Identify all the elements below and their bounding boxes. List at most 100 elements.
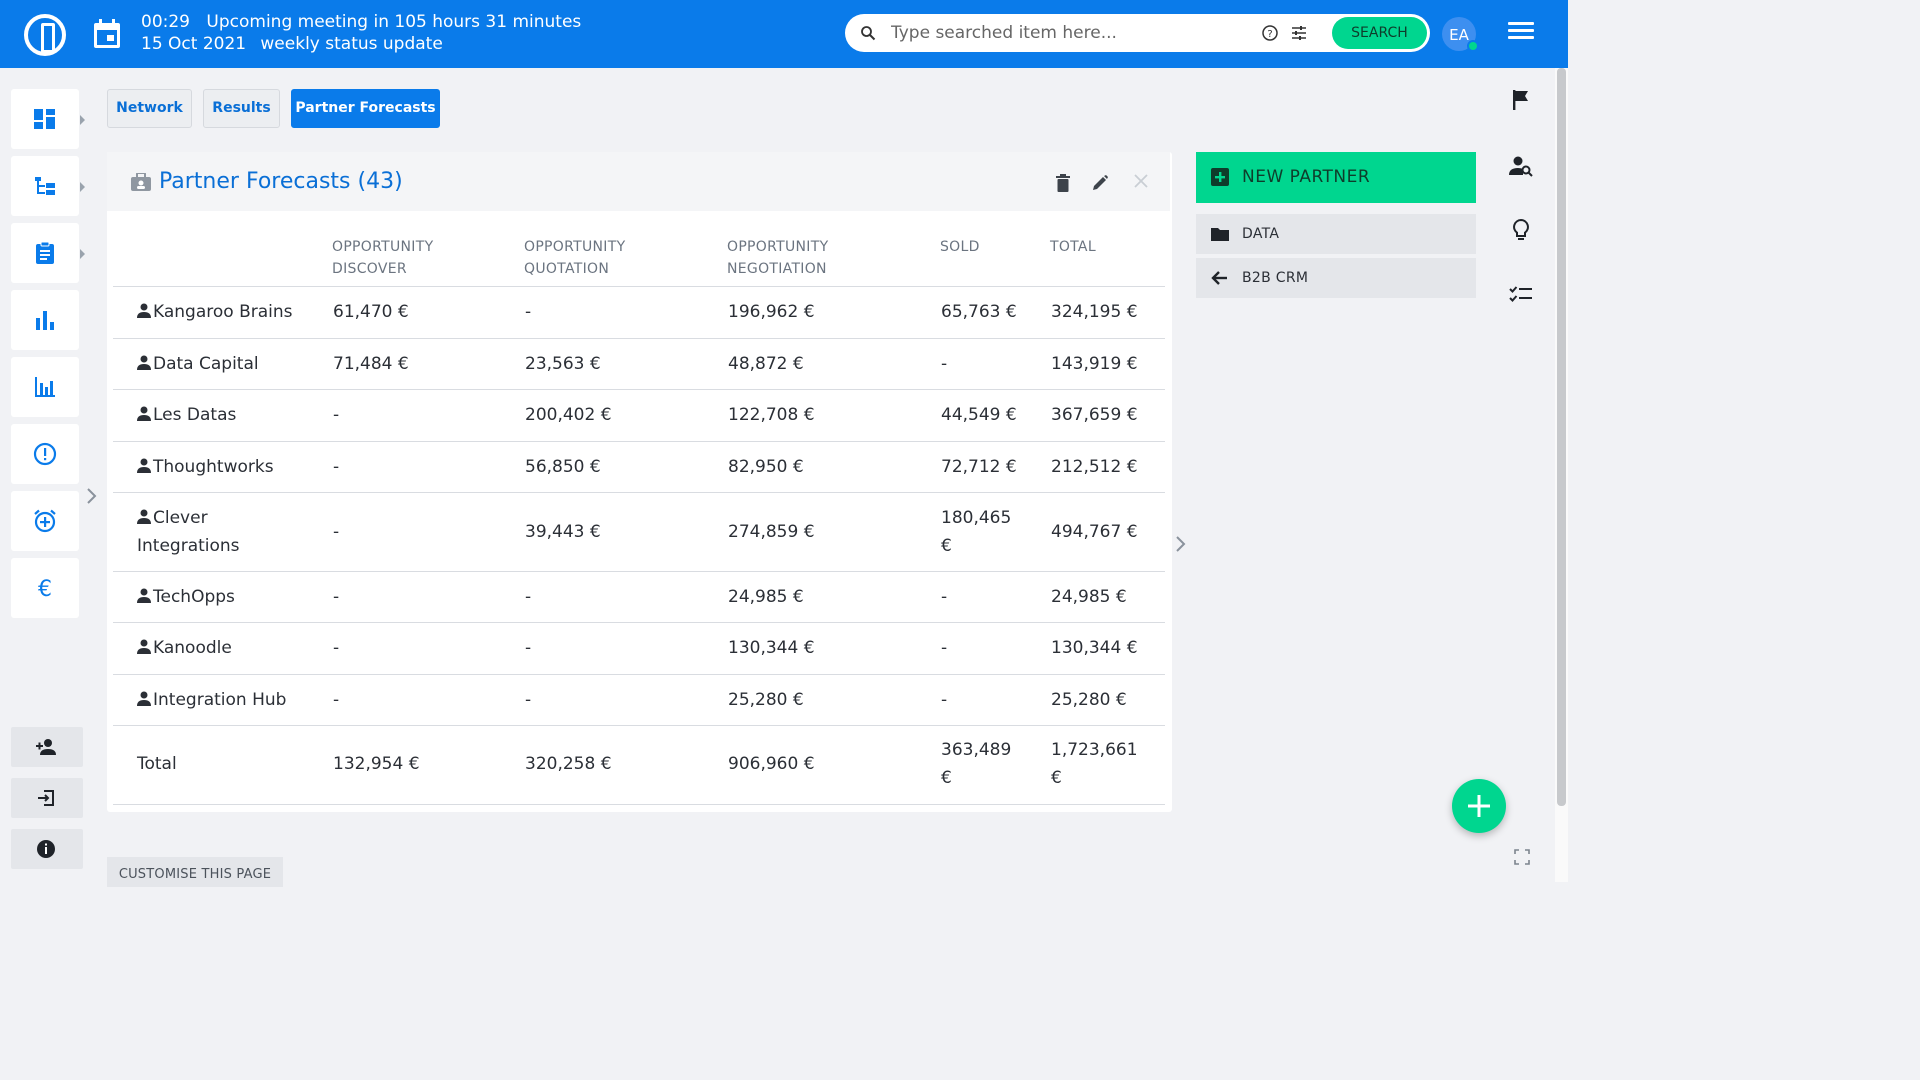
partner-name-cell[interactable]: Integration Hub: [137, 686, 286, 714]
tab-results[interactable]: Results: [203, 89, 280, 128]
avatar-initials: EA: [1449, 26, 1469, 44]
add-box-icon: [1211, 168, 1229, 186]
partner-forecasts-card: Partner Forecasts (43) OPPORTUNITY DISCO…: [107, 152, 1172, 812]
dashboard-icon: [34, 109, 55, 129]
discover-cell: -: [333, 522, 340, 542]
table-row[interactable]: Thoughtworks - 56,850 € 82,950 € 72,712 …: [113, 442, 1165, 493]
upcoming-meeting[interactable]: 00:29 Upcoming meeting in 105 hours 31 m…: [141, 11, 581, 55]
search-button[interactable]: SEARCH: [1332, 17, 1427, 49]
sidebar-item-analytics[interactable]: [11, 357, 79, 417]
person-search-icon[interactable]: [1509, 154, 1533, 178]
sidebar-item-tasks[interactable]: [11, 223, 85, 283]
data-link[interactable]: DATA: [1196, 214, 1476, 254]
total-discover: 132,954 €: [333, 754, 420, 774]
info-button[interactable]: [11, 829, 83, 869]
table-row[interactable]: TechOpps - - 24,985 € - 24,985 €: [113, 572, 1165, 623]
column-header-quotation[interactable]: OPPORTUNITY QUOTATION: [524, 239, 626, 277]
menu-icon[interactable]: [1508, 22, 1534, 44]
table-row[interactable]: Integration Hub - - 25,280 € - 25,280 €: [113, 675, 1165, 726]
data-label: DATA: [1242, 226, 1280, 242]
sidebar-item-reminders[interactable]: [11, 491, 79, 551]
quotation-cell: 23,563 €: [525, 354, 601, 374]
edit-icon[interactable]: [1091, 174, 1109, 192]
flag-icon[interactable]: [1509, 88, 1533, 112]
tab-network[interactable]: Network: [107, 89, 192, 128]
total-cell: 324,195 €: [1051, 302, 1138, 322]
column-header-discover[interactable]: OPPORTUNITY DISCOVER: [332, 239, 434, 277]
filter-settings-icon[interactable]: [1291, 25, 1307, 41]
quotation-cell: 39,443 €: [525, 522, 601, 542]
table-row[interactable]: Clever Integrations - 39,443 € 274,859 €…: [113, 493, 1165, 572]
page-scrollbar[interactable]: [1555, 68, 1568, 882]
sidebar-item-dashboard[interactable]: [11, 89, 85, 149]
total-total: 1,723,661 €: [1051, 740, 1138, 788]
table-total-row: Total 132,954 € 320,258 € 906,960 € 363,…: [113, 726, 1165, 805]
partner-name-cell[interactable]: Les Datas: [137, 401, 236, 429]
person-icon: [137, 639, 151, 654]
total-cell: 143,919 €: [1051, 354, 1138, 374]
b2b-crm-label: B2B CRM: [1242, 270, 1309, 286]
sold-cell: -: [941, 587, 948, 607]
sold-cell: 72,712 €: [941, 457, 1017, 477]
table-row[interactable]: Kangaroo Brains 61,470 € - 196,962 € 65,…: [113, 287, 1165, 339]
column-header-negotiation[interactable]: OPPORTUNITY NEGOTIATION: [727, 239, 829, 277]
partner-name-cell[interactable]: Clever Integrations: [137, 504, 287, 560]
partner-name: Integration Hub: [153, 690, 287, 710]
sold-cell: -: [941, 690, 948, 710]
sold-cell: -: [941, 638, 948, 658]
chevron-right-icon[interactable]: [1175, 535, 1187, 553]
total-negotiation: 906,960 €: [728, 754, 815, 774]
fullscreen-icon[interactable]: [1514, 849, 1530, 865]
partner-name-cell[interactable]: TechOpps: [137, 583, 235, 611]
total-quotation: 320,258 €: [525, 754, 612, 774]
new-partner-button[interactable]: NEW PARTNER: [1196, 152, 1476, 203]
quotation-cell: -: [525, 587, 532, 607]
negotiation-cell: 24,985 €: [728, 587, 804, 607]
table-row[interactable]: Data Capital 71,484 € 23,563 € 48,872 € …: [113, 339, 1165, 390]
column-chart-icon: [35, 377, 55, 397]
user-avatar[interactable]: EA: [1442, 17, 1479, 52]
app-logo-icon[interactable]: [24, 14, 66, 56]
expand-sidebar-icon[interactable]: [86, 487, 98, 505]
close-icon[interactable]: [1133, 173, 1149, 189]
quotation-cell: -: [525, 302, 532, 322]
partner-name-cell[interactable]: Thoughtworks: [137, 453, 274, 481]
total-cell: 212,512 €: [1051, 457, 1138, 477]
arrow-back-icon: [1211, 271, 1227, 285]
customise-page-button[interactable]: CUSTOMISE THIS PAGE: [107, 857, 283, 887]
person-icon: [137, 458, 151, 473]
hierarchy-icon: [35, 177, 55, 195]
partner-name-cell[interactable]: Data Capital: [137, 350, 259, 378]
partner-name-cell[interactable]: Kanoodle: [137, 634, 232, 662]
total-label: Total: [137, 754, 177, 774]
table-row[interactable]: Kanoodle - - 130,344 € - 130,344 €: [113, 623, 1165, 675]
delete-icon[interactable]: [1055, 174, 1071, 192]
quotation-cell: -: [525, 638, 532, 658]
b2b-crm-link[interactable]: B2B CRM: [1196, 258, 1476, 298]
discover-cell: -: [333, 457, 340, 477]
total-cell: 24,985 €: [1051, 587, 1127, 607]
checklist-icon[interactable]: [1509, 283, 1533, 307]
search-input[interactable]: [891, 21, 1251, 45]
sidebar-item-reports[interactable]: [11, 290, 79, 350]
add-fab-button[interactable]: [1452, 779, 1506, 833]
login-icon: [38, 790, 54, 806]
sidebar-item-hierarchy[interactable]: [11, 156, 85, 216]
help-icon[interactable]: ?: [1262, 25, 1278, 41]
tab-partner-forecasts[interactable]: Partner Forecasts: [291, 89, 440, 128]
column-header-total[interactable]: TOTAL: [1050, 239, 1096, 255]
quotation-cell: -: [525, 690, 532, 710]
lightbulb-icon[interactable]: [1509, 218, 1533, 242]
login-button[interactable]: [11, 778, 83, 818]
left-sidebar: €: [0, 68, 100, 882]
sold-cell: 65,763 €: [941, 302, 1017, 322]
partner-name-cell[interactable]: Kangaroo Brains: [137, 298, 293, 326]
calendar-icon[interactable]: [93, 19, 121, 49]
scrollbar-thumb[interactable]: [1557, 68, 1566, 806]
sidebar-item-issues[interactable]: [11, 424, 79, 484]
table-row[interactable]: Les Datas - 200,402 € 122,708 € 44,549 €…: [113, 390, 1165, 442]
invite-user-button[interactable]: [11, 727, 83, 767]
sidebar-item-finance[interactable]: €: [11, 558, 79, 618]
new-partner-label: NEW PARTNER: [1242, 167, 1371, 187]
column-header-sold[interactable]: SOLD: [940, 239, 980, 255]
